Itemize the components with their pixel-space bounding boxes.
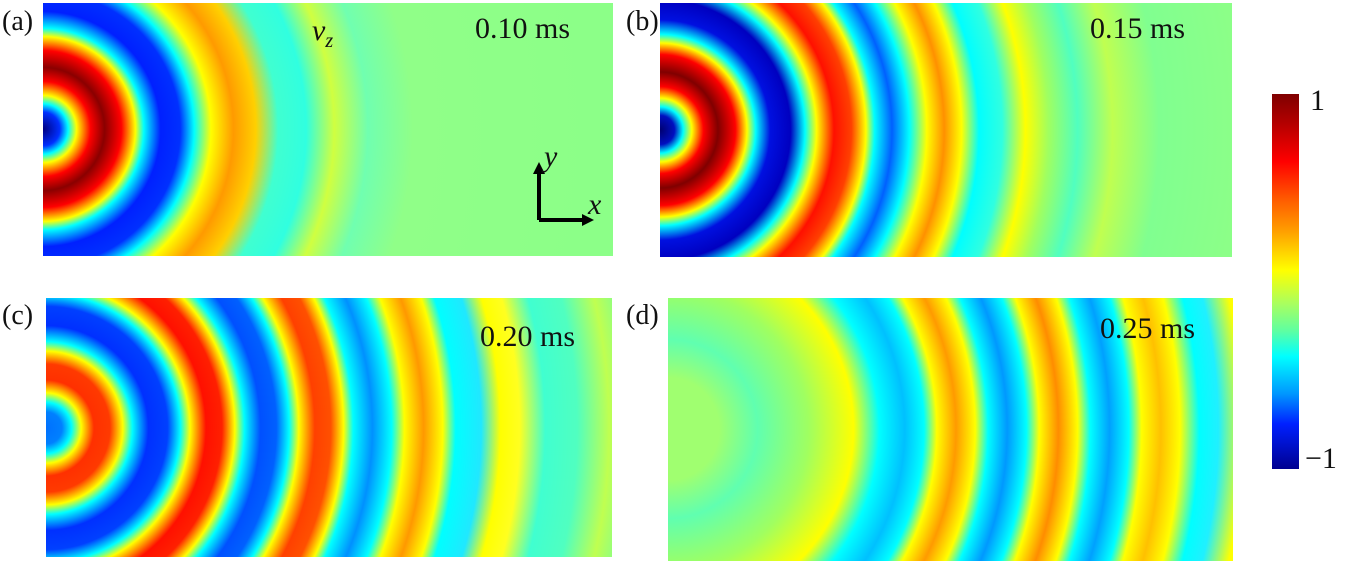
axis-arrows-icon: [533, 162, 594, 226]
quantity-subscript: z: [325, 30, 334, 52]
heatmap-panel-d: [668, 298, 1233, 561]
heatmap-panel-c: [46, 298, 612, 557]
x-axis-label: x: [588, 188, 602, 221]
time-label-d: 0.25 ms: [1100, 312, 1196, 345]
time-label-a: 0.10 ms: [475, 12, 571, 45]
y-axis-label: y: [544, 140, 558, 173]
heatmap-panel-b: [660, 3, 1232, 257]
colorbar: [1272, 94, 1299, 469]
panel-b-label: (b): [626, 6, 659, 37]
time-label-b: 0.15 ms: [1090, 12, 1186, 45]
colorbar-max-label: 1: [1310, 84, 1325, 117]
time-label-c: 0.20 ms: [480, 320, 576, 353]
panel-a-label: (a): [2, 6, 34, 37]
quantity-label: vz: [312, 14, 334, 52]
panel-c-label: (c): [2, 300, 34, 331]
axis-indicator: y x: [530, 142, 620, 232]
heatmap-panel-a: [43, 3, 613, 256]
panel-d-label: (d): [626, 300, 659, 331]
quantity-symbol: v: [312, 14, 326, 47]
colorbar-min-label: −1: [1305, 442, 1337, 475]
